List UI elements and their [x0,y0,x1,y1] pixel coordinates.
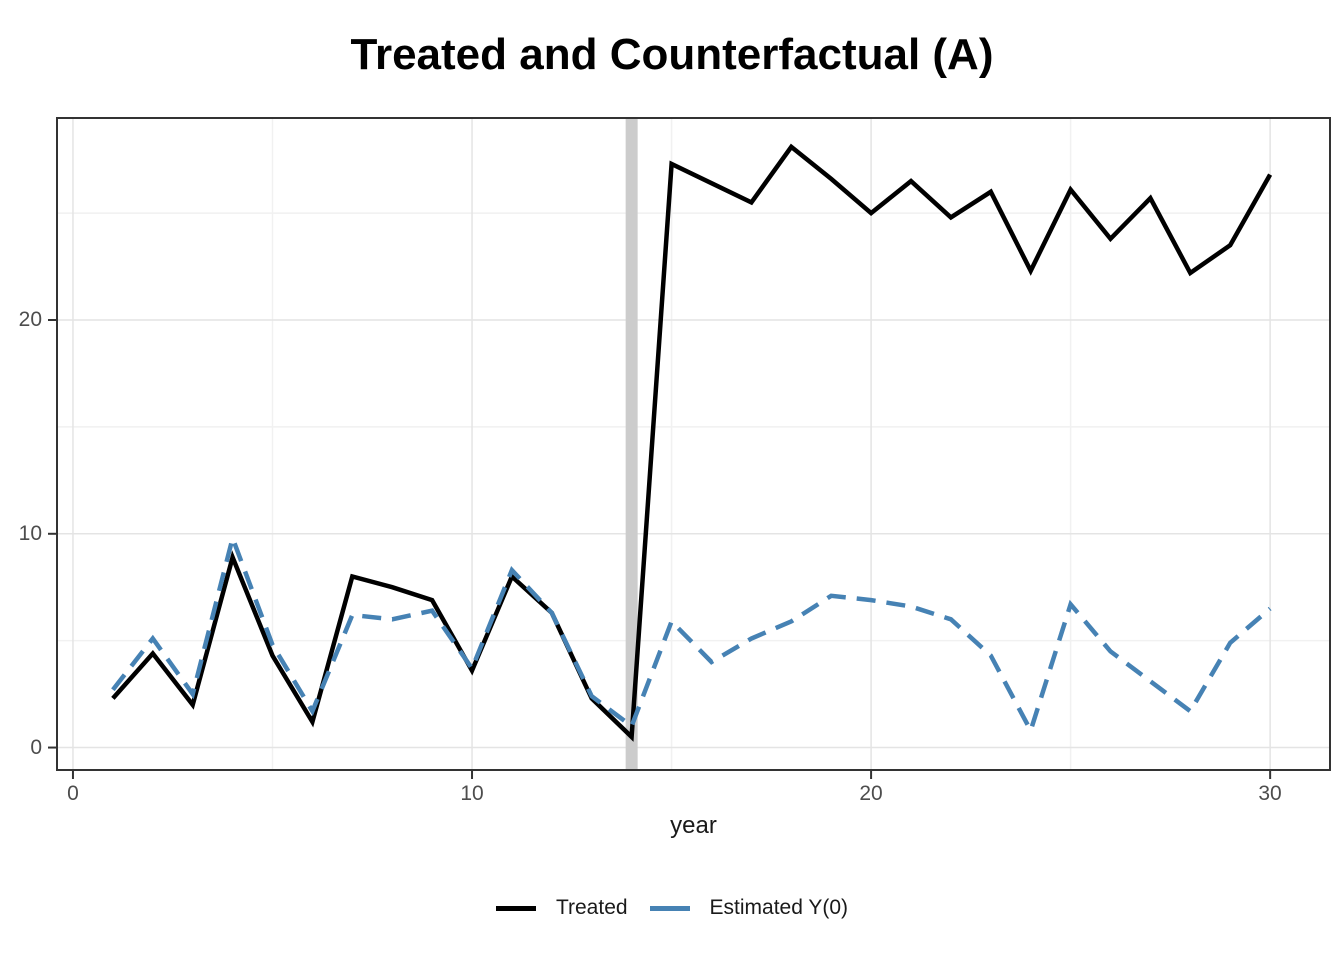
legend-item-treated: Treated [495,896,628,920]
treated-line-swatch [495,905,536,911]
x-tick-label-30: 30 [1258,782,1282,805]
treated-line [111,143,1273,742]
estimated-line-swatch [649,905,690,911]
estimated-y0-line [111,530,1272,737]
x-tick-label-10: 10 [460,782,484,805]
x-axis-title: year [670,812,717,839]
treated-legend-label: Treated [555,896,628,919]
chart-legend: Treated Estimated Y(0) [0,888,1344,928]
chart-title: Treated and Counterfactual (A) [350,30,994,79]
y-tick-label-0: 0 [30,736,42,759]
panel-border [56,117,1331,771]
x-tick-label-0: 0 [67,782,79,805]
y-tick-label-20: 20 [18,308,42,331]
y-tick-label-10: 10 [18,522,42,545]
legend-item-estimated: Estimated Y(0) [649,896,849,920]
x-tick-label-20: 20 [859,782,883,805]
estimated-legend-label: Estimated Y(0) [709,896,849,919]
